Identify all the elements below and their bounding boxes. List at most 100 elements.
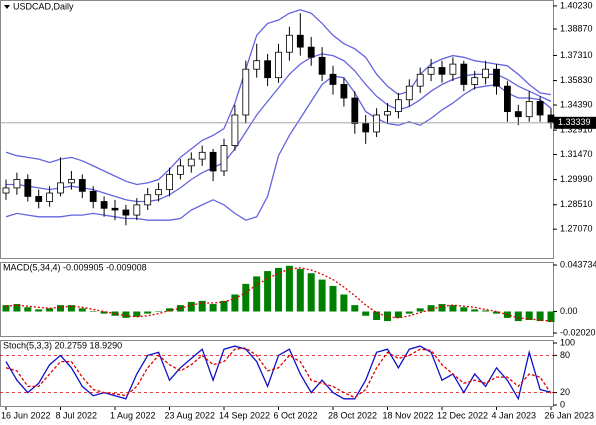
- macd-bar: [493, 311, 500, 314]
- macd-bar: [340, 294, 348, 312]
- candle-body: [405, 85, 413, 101]
- macd-bar: [198, 300, 206, 312]
- candle-body: [198, 151, 206, 160]
- macd-bar: [416, 308, 424, 312]
- macd-bar: [253, 276, 261, 312]
- candle-body: [373, 114, 381, 133]
- candle-body: [220, 145, 228, 172]
- candle-body: [68, 179, 75, 184]
- y-tick-label: 1.27070: [560, 224, 593, 234]
- candle-body: [394, 99, 402, 113]
- macd-bar: [46, 308, 54, 312]
- candle-body: [351, 97, 359, 124]
- macd-bar: [384, 311, 391, 322]
- candle-body: [449, 63, 457, 75]
- macd-bar: [187, 301, 195, 312]
- macd-bar: [438, 304, 446, 312]
- y-tick-label: 1.28510: [560, 199, 593, 209]
- last-price-label: 1.33339: [558, 117, 591, 127]
- candle-body: [547, 114, 555, 124]
- macd-bar: [471, 309, 479, 312]
- macd-bar: [275, 267, 282, 312]
- candle-body: [493, 68, 500, 87]
- macd-bar: [394, 311, 402, 318]
- macd-bar: [307, 273, 315, 312]
- macd-bar: [547, 311, 555, 323]
- x-tick-label: 14 Sep 2022: [219, 410, 270, 420]
- candle-body: [176, 165, 184, 175]
- candle-body: [329, 73, 337, 85]
- candle-body: [111, 207, 119, 211]
- candle-body: [242, 68, 250, 116]
- candle-body: [460, 63, 468, 85]
- y-tick-label: 0: [560, 399, 565, 409]
- band-middle: [6, 53, 552, 203]
- candle-body: [78, 179, 86, 192]
- candle-body: [264, 60, 272, 79]
- candle-body: [100, 201, 108, 209]
- macd-bar: [405, 311, 413, 314]
- macd-bar: [122, 311, 130, 318]
- macd-bar: [373, 311, 381, 321]
- candle-body: [155, 189, 163, 196]
- macd-bar: [296, 268, 304, 312]
- x-tick-label: 8 Jul 2022: [56, 410, 98, 420]
- macd-panel: [0, 262, 554, 337]
- macd-bar: [427, 305, 435, 312]
- candle-body: [133, 204, 141, 216]
- candle-body: [416, 73, 424, 87]
- candle-body: [438, 67, 446, 75]
- stoch-title: Stoch(5,3,3) 20.2759 18.9290: [3, 340, 122, 350]
- x-tick-label: 4 Jan 2023: [492, 410, 537, 420]
- candle-body: [525, 101, 533, 118]
- x-tick-label: 28 Oct 2022: [328, 410, 377, 420]
- macd-bar: [351, 305, 359, 312]
- band-lower: [5, 75, 552, 221]
- macd-bar: [89, 311, 97, 313]
- macd-bar: [242, 283, 250, 312]
- macd-bar: [362, 311, 370, 316]
- candle-body: [2, 187, 10, 194]
- macd-bar: [155, 311, 163, 313]
- macd-bar: [536, 311, 544, 322]
- candle-body: [285, 34, 293, 53]
- candle-body: [166, 173, 173, 191]
- y-tick-label: 1.38870: [560, 23, 593, 33]
- macd-bar: [2, 305, 10, 312]
- y-tick-label: 100: [560, 337, 575, 347]
- candle-body: [362, 123, 370, 133]
- candle-body: [427, 67, 435, 75]
- macd-bar: [24, 307, 32, 312]
- x-tick-label: 16 Jun 2022: [1, 410, 51, 420]
- macd-bar: [264, 271, 272, 312]
- macd-bar: [514, 311, 522, 322]
- stoch-line: [5, 345, 552, 401]
- candle-body: [253, 60, 261, 70]
- price-panel: [0, 0, 554, 259]
- y-tick-label: 80: [560, 350, 570, 360]
- y-tick-label: 1.29990: [560, 174, 593, 184]
- y-tick-label: 1.32910: [560, 124, 593, 134]
- y-tick-label: 1.37310: [560, 50, 593, 60]
- candle-body: [57, 182, 64, 194]
- macd-bar: [460, 307, 468, 312]
- macd-bar: [329, 285, 337, 312]
- macd-bar: [231, 294, 239, 312]
- candle-body: [482, 68, 490, 79]
- candle-body: [318, 56, 326, 75]
- candle-body: [89, 190, 97, 202]
- candle-body: [503, 85, 511, 113]
- candle-body: [46, 192, 53, 202]
- macd-bar: [57, 305, 64, 312]
- x-tick-label: 23 Aug 2022: [165, 410, 216, 420]
- macd-bar: [67, 305, 75, 312]
- macd-bar: [220, 300, 228, 312]
- candle-body: [536, 101, 544, 116]
- x-tick-label: 1 Aug 2022: [110, 410, 156, 420]
- candle-body: [187, 158, 195, 167]
- y-tick-label: 1.31470: [560, 149, 593, 159]
- candle-body: [231, 114, 239, 146]
- candle-body: [384, 111, 391, 116]
- x-tick-label: 12 Dec 2022: [437, 410, 488, 420]
- macd-bar: [78, 308, 86, 312]
